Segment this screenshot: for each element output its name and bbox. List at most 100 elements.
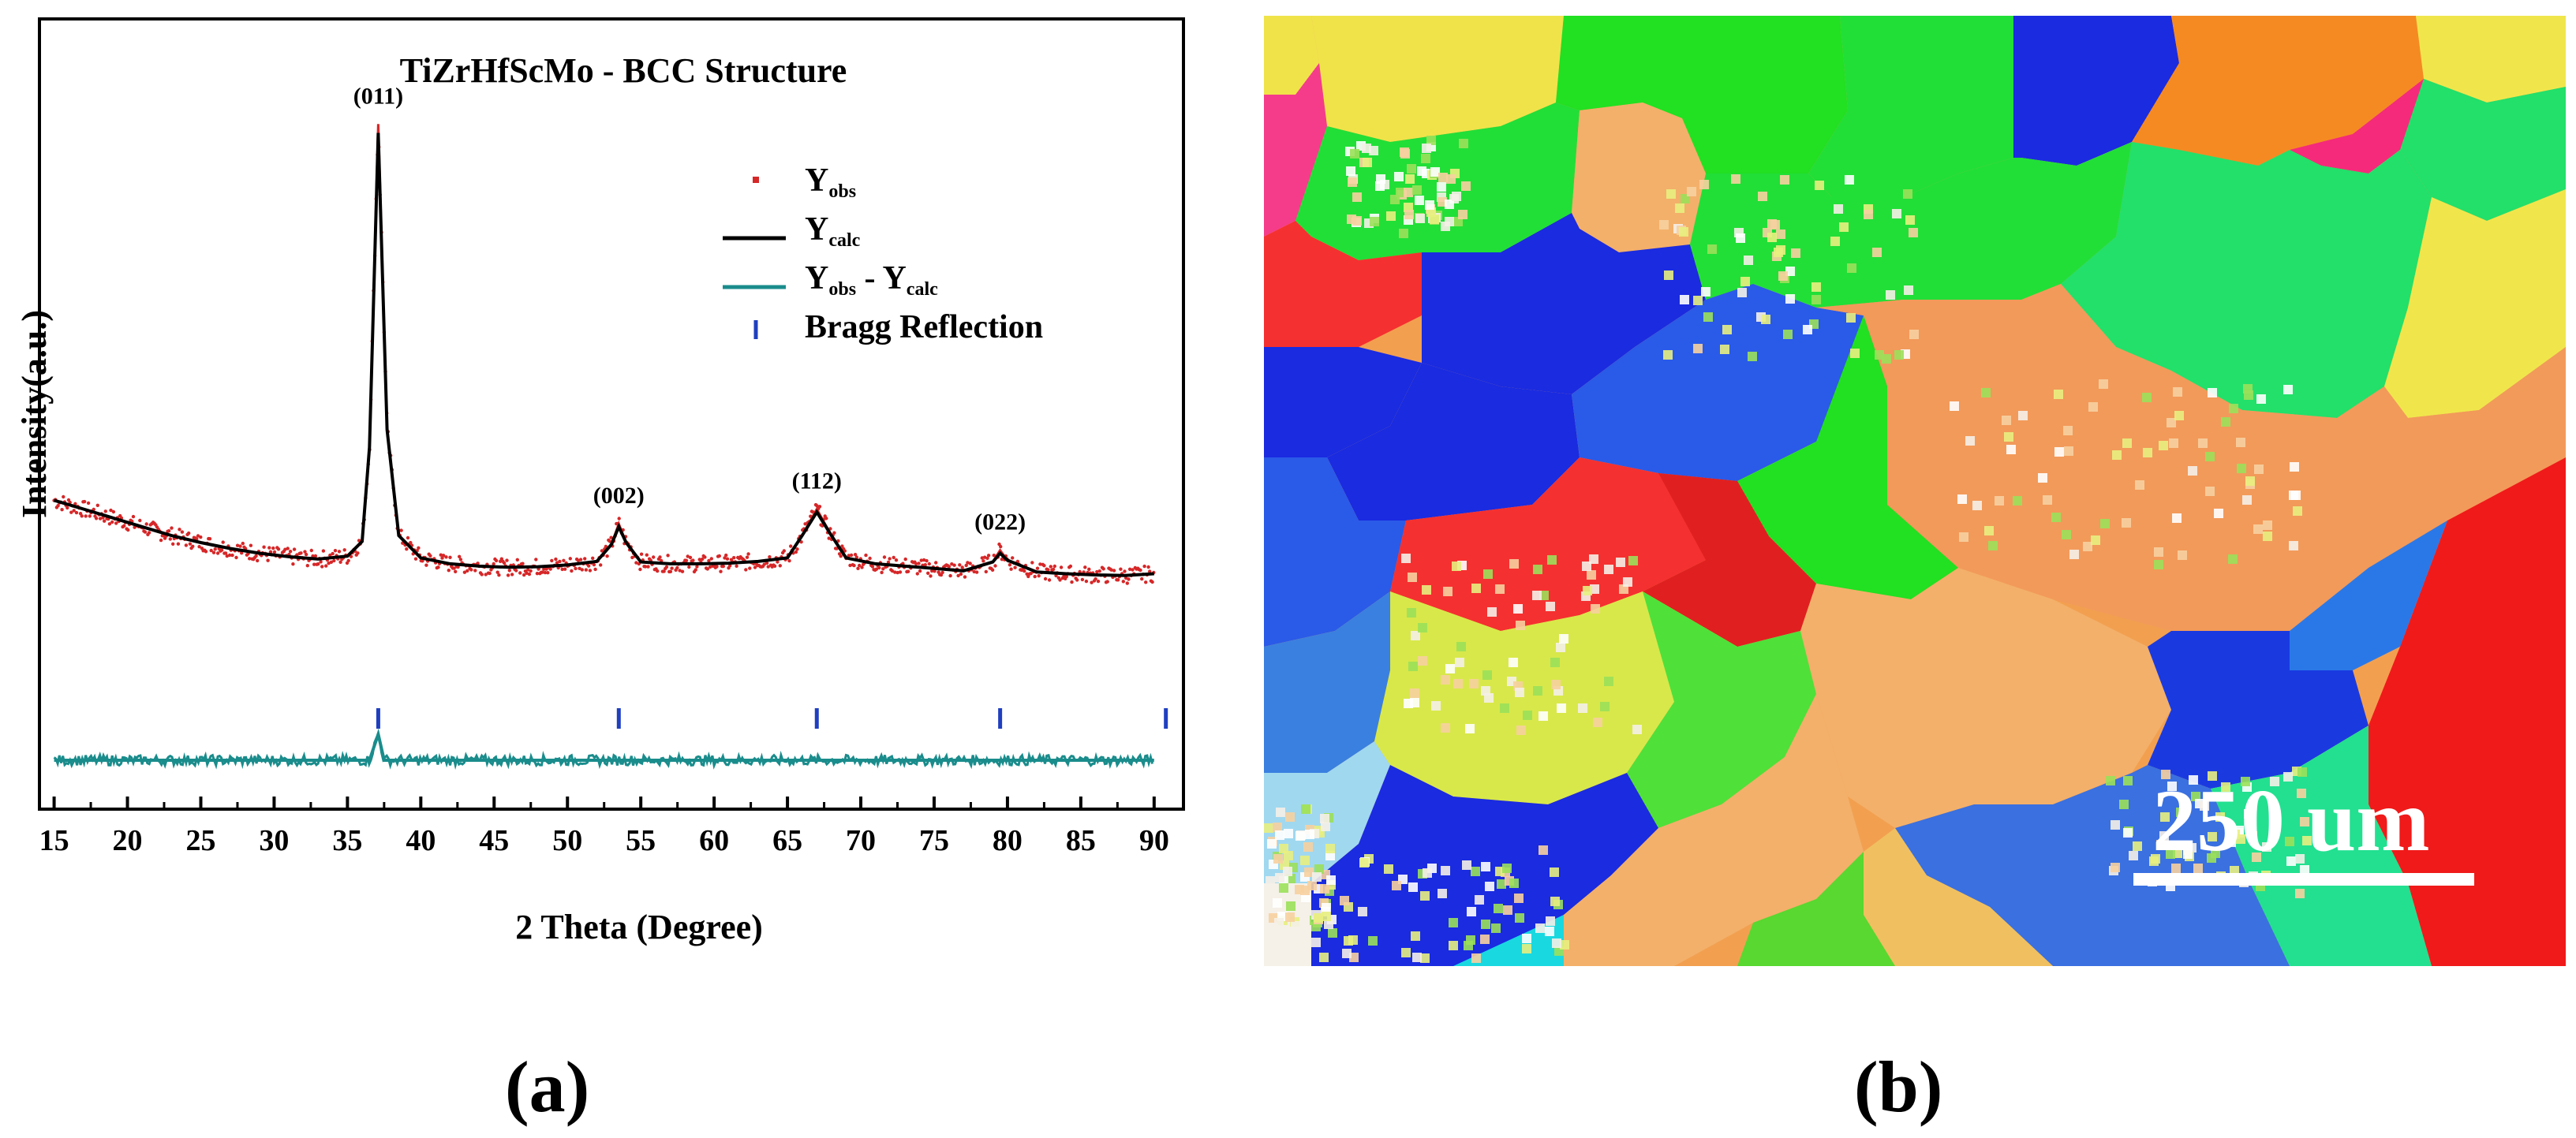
y-axis-label: Intensity(a.u.) xyxy=(15,310,54,518)
yobs-point xyxy=(476,562,480,565)
yobs-point xyxy=(103,519,107,523)
x-tick-label: 30 xyxy=(259,824,289,857)
yobs-point xyxy=(286,547,290,550)
yobs-point xyxy=(580,568,584,572)
yobs-point xyxy=(440,556,444,560)
grain xyxy=(2211,726,2432,966)
grain xyxy=(1737,315,1958,599)
ebsd-pixel xyxy=(1623,577,1632,587)
ebsd-pixel xyxy=(1459,139,1468,148)
ebsd-pixel xyxy=(1426,136,1436,145)
yobs-point xyxy=(709,557,713,561)
yobs-point xyxy=(1146,565,1150,569)
ebsd-pixel xyxy=(1693,344,1703,353)
ebsd-pixel xyxy=(1502,864,1512,873)
yobs-point xyxy=(546,571,550,575)
yobs-point xyxy=(570,569,574,573)
ebsd-pixel xyxy=(1384,864,1393,874)
legend-entry-label: Bragg Reflection xyxy=(805,309,1043,345)
yobs-point xyxy=(849,553,854,558)
yobs-point xyxy=(1047,578,1052,582)
ebsd-pixel xyxy=(2283,772,2293,782)
ebsd-pixel xyxy=(1547,555,1557,565)
yobs-point xyxy=(778,564,782,568)
ebsd-pixel xyxy=(1778,271,1788,281)
yobs-point xyxy=(188,542,193,546)
yobs-point xyxy=(319,560,323,564)
yobs-point xyxy=(268,550,273,554)
plot-frame xyxy=(38,17,1185,811)
ebsd-pixel xyxy=(2221,782,2230,792)
yobs-point xyxy=(992,554,996,558)
grain xyxy=(1327,363,1580,520)
ebsd-pixel xyxy=(1301,804,1310,814)
yobs-point xyxy=(664,565,669,569)
yobs-point xyxy=(948,573,952,578)
ebsd-pixel xyxy=(1284,829,1293,838)
yobs-point xyxy=(316,562,320,566)
yobs-point xyxy=(1037,574,1041,578)
ebsd-pixel xyxy=(1494,904,1503,913)
grain xyxy=(1264,63,1327,237)
yobs-point xyxy=(1064,574,1069,579)
yobs-point xyxy=(527,572,532,576)
ebsd-pixel xyxy=(1415,214,1425,223)
yobs-point xyxy=(406,535,410,540)
ebsd-pixel xyxy=(1523,711,1532,720)
ebsd-pixel xyxy=(2167,782,2177,791)
ebsd-pixel xyxy=(1405,174,1415,184)
ebsd-pixel xyxy=(1410,698,1419,707)
x-tick-label: 40 xyxy=(406,824,436,857)
ebsd-pixel xyxy=(1376,174,1385,184)
ebsd-pixel xyxy=(2151,854,2160,864)
ebsd-pixel xyxy=(2286,856,2296,866)
ebsd-pixel xyxy=(2262,842,2271,852)
ebsd-pixel xyxy=(1465,724,1475,733)
yobs-point xyxy=(886,560,891,565)
ebsd-pixel xyxy=(2208,771,2217,781)
ebsd-pixel xyxy=(1471,584,1481,593)
ebsd-pixel xyxy=(2112,450,2122,460)
ebsd-pixel xyxy=(1320,814,1329,823)
yobs-point xyxy=(926,571,930,575)
ebsd-pixel xyxy=(1348,177,1357,187)
yobs-point xyxy=(159,538,163,543)
peak-label: (022) xyxy=(974,509,1026,535)
ebsd-pixel xyxy=(1981,388,1991,397)
yobs-point xyxy=(409,540,413,545)
yobs-point xyxy=(469,568,473,572)
yobs-point xyxy=(215,551,220,555)
yobs-point xyxy=(328,553,332,558)
peak-label: (011) xyxy=(353,83,403,109)
yobs-point xyxy=(630,555,634,560)
yobs-point xyxy=(101,516,105,520)
yobs-point xyxy=(827,536,831,540)
yobs-point xyxy=(178,528,181,532)
yobs-point xyxy=(166,529,171,533)
yobs-point xyxy=(666,554,670,558)
ebsd-pixel xyxy=(1350,149,1359,159)
ebsd-pixel xyxy=(2154,547,2163,557)
ebsd-pixel xyxy=(2228,554,2238,564)
yobs-point xyxy=(882,555,887,559)
yobs-point xyxy=(963,575,967,579)
ebsd-pixel xyxy=(2083,542,2092,551)
yobs-point xyxy=(840,544,844,548)
ebsd-pixel xyxy=(1830,237,1840,246)
scale-bar xyxy=(2133,873,2474,886)
ebsd-pixel xyxy=(2156,840,2166,849)
ebsd-pixel xyxy=(2229,404,2238,413)
ebsd-pixel xyxy=(1591,604,1600,614)
ebsd-pixel xyxy=(1342,949,1352,958)
yobs-point xyxy=(984,569,989,574)
yobs-point xyxy=(917,562,921,565)
ebsd-pixel xyxy=(1359,858,1369,867)
yobs-point xyxy=(502,561,507,565)
yobs-point xyxy=(894,558,899,562)
yobs-point xyxy=(333,549,338,553)
ebsd-pixel xyxy=(2111,820,2120,830)
yobs-point xyxy=(1051,567,1056,572)
ebsd-pixel xyxy=(1533,565,1542,574)
grain xyxy=(1264,221,1422,347)
ebsd-pixel xyxy=(1736,233,1745,243)
